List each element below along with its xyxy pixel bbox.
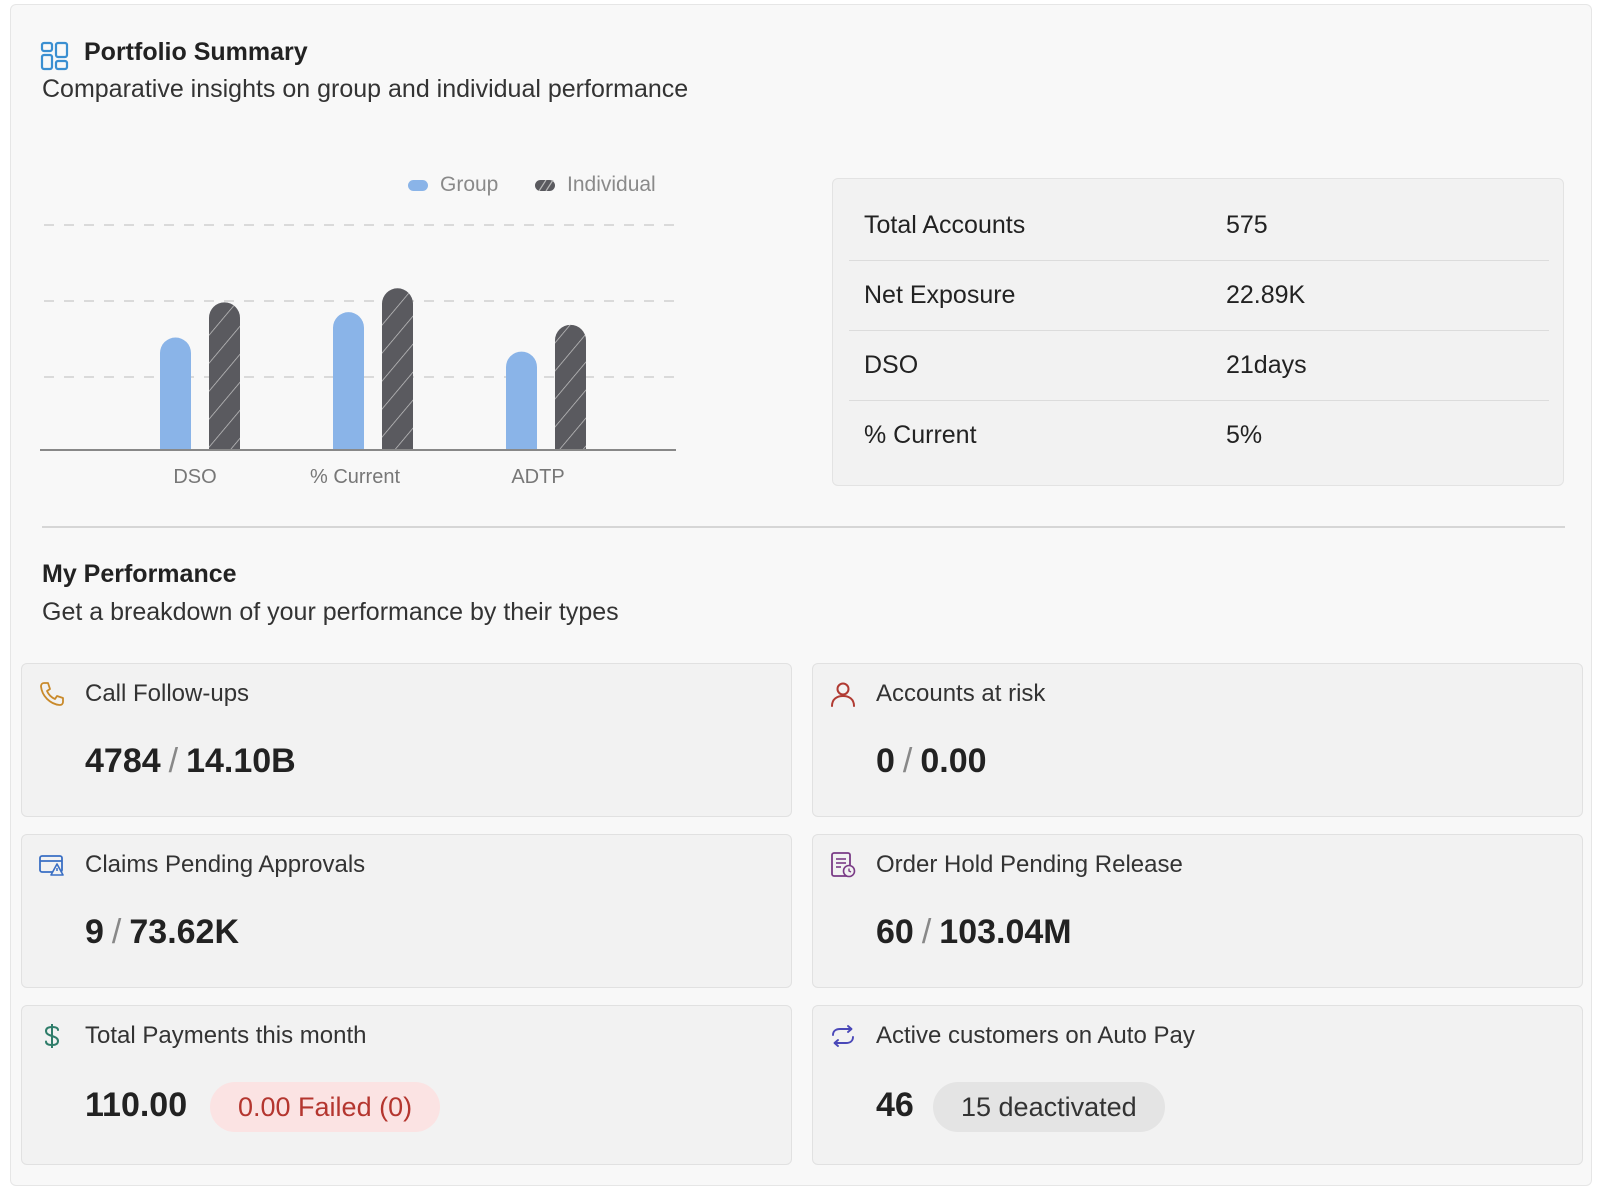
card-claims-pending[interactable]: Claims Pending Approvals 9/73.62K: [21, 834, 792, 988]
card-amount: 0.00: [920, 742, 987, 780]
autopay-icon: [832, 1025, 854, 1047]
user-icon: [831, 682, 855, 707]
bar-group-0[interactable]: [160, 337, 191, 450]
card-count: 4784: [85, 742, 161, 780]
stat-value: 21days: [1226, 351, 1307, 379]
x-tick-label: DSO: [173, 466, 217, 488]
bar-group-1[interactable]: [333, 312, 364, 450]
card-value: 4784/14.10B: [85, 742, 296, 781]
comparison-bar-chart: [40, 224, 676, 451]
value-separator: /: [902, 742, 913, 780]
card-value: 110.00: [85, 1086, 188, 1124]
stat-value: 5%: [1226, 421, 1263, 449]
stat-value: 575: [1226, 211, 1268, 239]
card-label: Call Follow-ups: [85, 680, 250, 707]
claim-icon: [39, 855, 64, 876]
dollar-icon: [44, 1024, 60, 1048]
value-separator: /: [111, 913, 122, 951]
legend-label-individual: Individual: [567, 173, 656, 196]
page-title: Portfolio Summary: [84, 38, 308, 66]
card-label: Claims Pending Approvals: [85, 851, 366, 878]
bar-hatch-2: [555, 324, 586, 450]
card-total-payments[interactable]: Total Payments this month 110.00 0.00 Fa…: [21, 1005, 792, 1165]
section-divider: [42, 526, 1565, 528]
card-value: 9/73.62K: [85, 913, 239, 952]
performance-title: My Performance: [42, 560, 237, 588]
failed-payments-badge[interactable]: 0.00 Failed (0): [210, 1082, 441, 1132]
card-value: 0/0.00: [876, 742, 987, 781]
stat-label: % Current: [864, 421, 977, 449]
card-count: 60: [876, 913, 914, 951]
x-tick-label: ADTP: [511, 466, 565, 488]
card-label: Active customers on Auto Pay: [876, 1022, 1195, 1049]
card-value: 60/103.04M: [876, 913, 1072, 952]
card-value: 46: [876, 1086, 914, 1124]
page-subtitle: Comparative insights on group and indivi…: [42, 75, 689, 103]
bar-group-2[interactable]: [506, 351, 537, 450]
card-amount: 73.62K: [129, 913, 240, 951]
card-label: Accounts at risk: [876, 680, 1046, 707]
stat-label: Total Accounts: [864, 211, 1026, 239]
card-label: Total Payments this month: [85, 1022, 367, 1049]
card-order-hold[interactable]: Order Hold Pending Release 60/103.04M: [812, 834, 1583, 988]
bar-hatch-0: [209, 302, 240, 450]
card-count: 0: [876, 742, 895, 780]
performance-subtitle: Get a breakdown of your performance by t…: [42, 598, 619, 626]
legend-label-group: Group: [440, 173, 499, 196]
stat-label: Net Exposure: [864, 281, 1016, 309]
value-separator: /: [168, 742, 179, 780]
legend-swatch-individual: [535, 179, 555, 191]
stat-row-dso: DSO 21days: [849, 331, 1549, 401]
stat-row-total-accounts: Total Accounts 575: [849, 191, 1549, 261]
card-auto-pay[interactable]: Active customers on Auto Pay 46 15 deact…: [812, 1005, 1583, 1165]
legend-item-group[interactable]: Group: [408, 173, 498, 197]
dashboard-icon: [40, 41, 69, 71]
stat-value: 22.89K: [1226, 281, 1306, 309]
card-amount: 103.04M: [939, 913, 1072, 951]
phone-icon: [40, 682, 64, 706]
legend-item-individual[interactable]: Individual: [535, 173, 656, 197]
bar-hatch-1: [382, 288, 413, 450]
card-amount: 14.10B: [186, 742, 296, 780]
stat-row-current: % Current 5%: [849, 401, 1549, 470]
x-tick-label: % Current: [309, 466, 401, 488]
stat-label: DSO: [864, 351, 919, 379]
deactivated-badge[interactable]: 15 deactivated: [933, 1082, 1165, 1132]
stats-table: Total Accounts 575 Net Exposure 22.89K D…: [832, 178, 1564, 486]
card-label: Order Hold Pending Release: [876, 851, 1183, 878]
stat-row-net-exposure: Net Exposure 22.89K: [849, 261, 1549, 331]
legend-swatch-group: [408, 179, 428, 191]
value-separator: /: [921, 913, 932, 951]
card-count: 9: [85, 913, 104, 951]
order-hold-icon: [831, 852, 856, 878]
card-accounts-at-risk[interactable]: Accounts at risk 0/0.00: [812, 663, 1583, 817]
card-call-follow-ups[interactable]: Call Follow-ups 4784/14.10B: [21, 663, 792, 817]
